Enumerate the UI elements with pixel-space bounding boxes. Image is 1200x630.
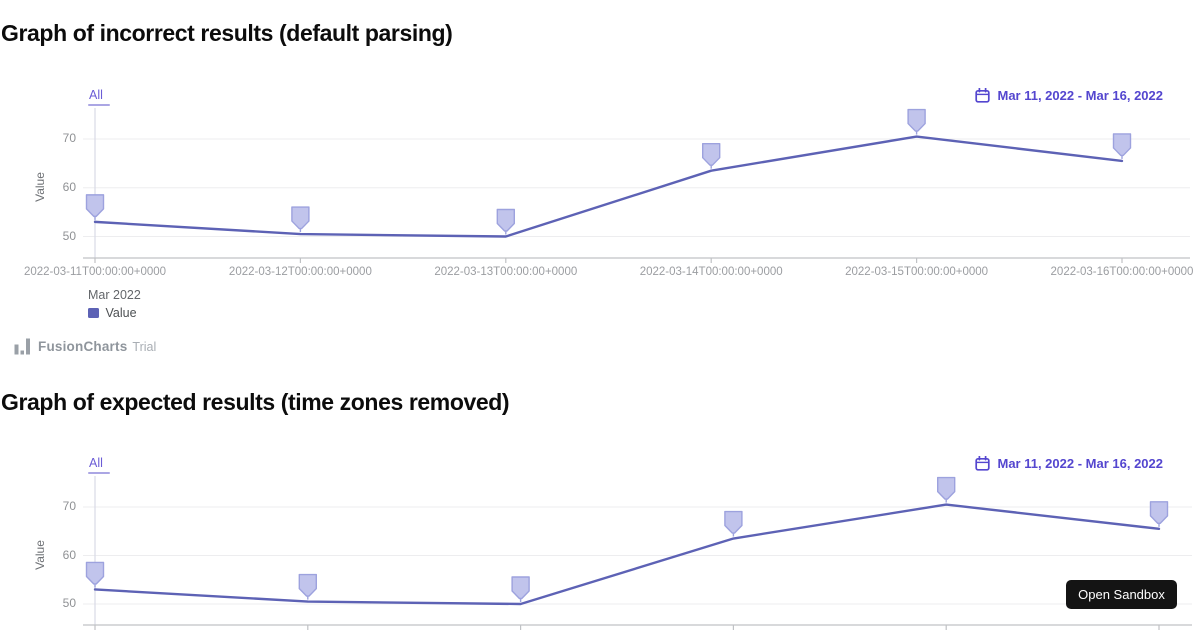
x-axis-label: 2022-03-15T00:00:00+0000 bbox=[845, 266, 989, 278]
watermark-brand: FusionCharts bbox=[38, 339, 128, 354]
chart1-title: Graph of incorrect results (default pars… bbox=[1, 20, 453, 46]
chart2-range-all-underline bbox=[88, 471, 110, 474]
legend-label: Value bbox=[105, 306, 137, 320]
y-axis-tick: 60 bbox=[62, 547, 76, 562]
x-axis-label: 2022-03-13T00:00:00+0000 bbox=[434, 266, 578, 278]
watermark-suffix: Trial bbox=[132, 339, 157, 354]
y-axis-tick: 50 bbox=[62, 228, 76, 243]
y-axis-tick: 50 bbox=[62, 596, 76, 610]
chart1-context-label: Mar 2022 bbox=[88, 288, 141, 302]
chart2-title: Graph of expected results (time zones re… bbox=[1, 389, 510, 415]
chart2-date-range-label: Mar 11, 2022 - Mar 16, 2022 bbox=[997, 456, 1163, 471]
x-axis-label: 2022-03-12T00:00:00+0000 bbox=[228, 266, 372, 278]
calendar-icon bbox=[975, 88, 991, 103]
y-axis-tick: 70 bbox=[62, 131, 76, 145]
legend-swatch bbox=[88, 307, 99, 319]
chart1-range-all-button[interactable]: All bbox=[89, 88, 103, 102]
chart1-date-range-label: Mar 11, 2022 - Mar 16, 2022 bbox=[997, 88, 1163, 103]
x-axis-label: 2022-03-16T00:00:00+0000 bbox=[1050, 266, 1194, 278]
chart1-legend-item[interactable]: Value bbox=[88, 306, 137, 320]
y-axis-tick: 70 bbox=[62, 499, 76, 513]
x-axis-label: 2022-03-14T00:00:00+0000 bbox=[639, 266, 783, 278]
chart2-date-range-picker[interactable]: Mar 11, 2022 - Mar 16, 2022 bbox=[975, 456, 1163, 471]
fusioncharts-logo-icon bbox=[14, 338, 30, 355]
chart1-range-all-underline bbox=[88, 103, 110, 106]
chart1-date-range-picker[interactable]: Mar 11, 2022 - Mar 16, 2022 bbox=[975, 88, 1163, 103]
x-axis-label: 2022-03-11T00:00:00+0000 bbox=[23, 266, 167, 278]
open-sandbox-button[interactable]: Open Sandbox bbox=[1066, 580, 1177, 609]
calendar-icon bbox=[975, 456, 991, 471]
chart2-range-all-button[interactable]: All bbox=[89, 456, 103, 470]
y-axis-tick: 60 bbox=[62, 179, 76, 194]
fusioncharts-watermark[interactable]: FusionCharts Trial bbox=[14, 338, 156, 355]
